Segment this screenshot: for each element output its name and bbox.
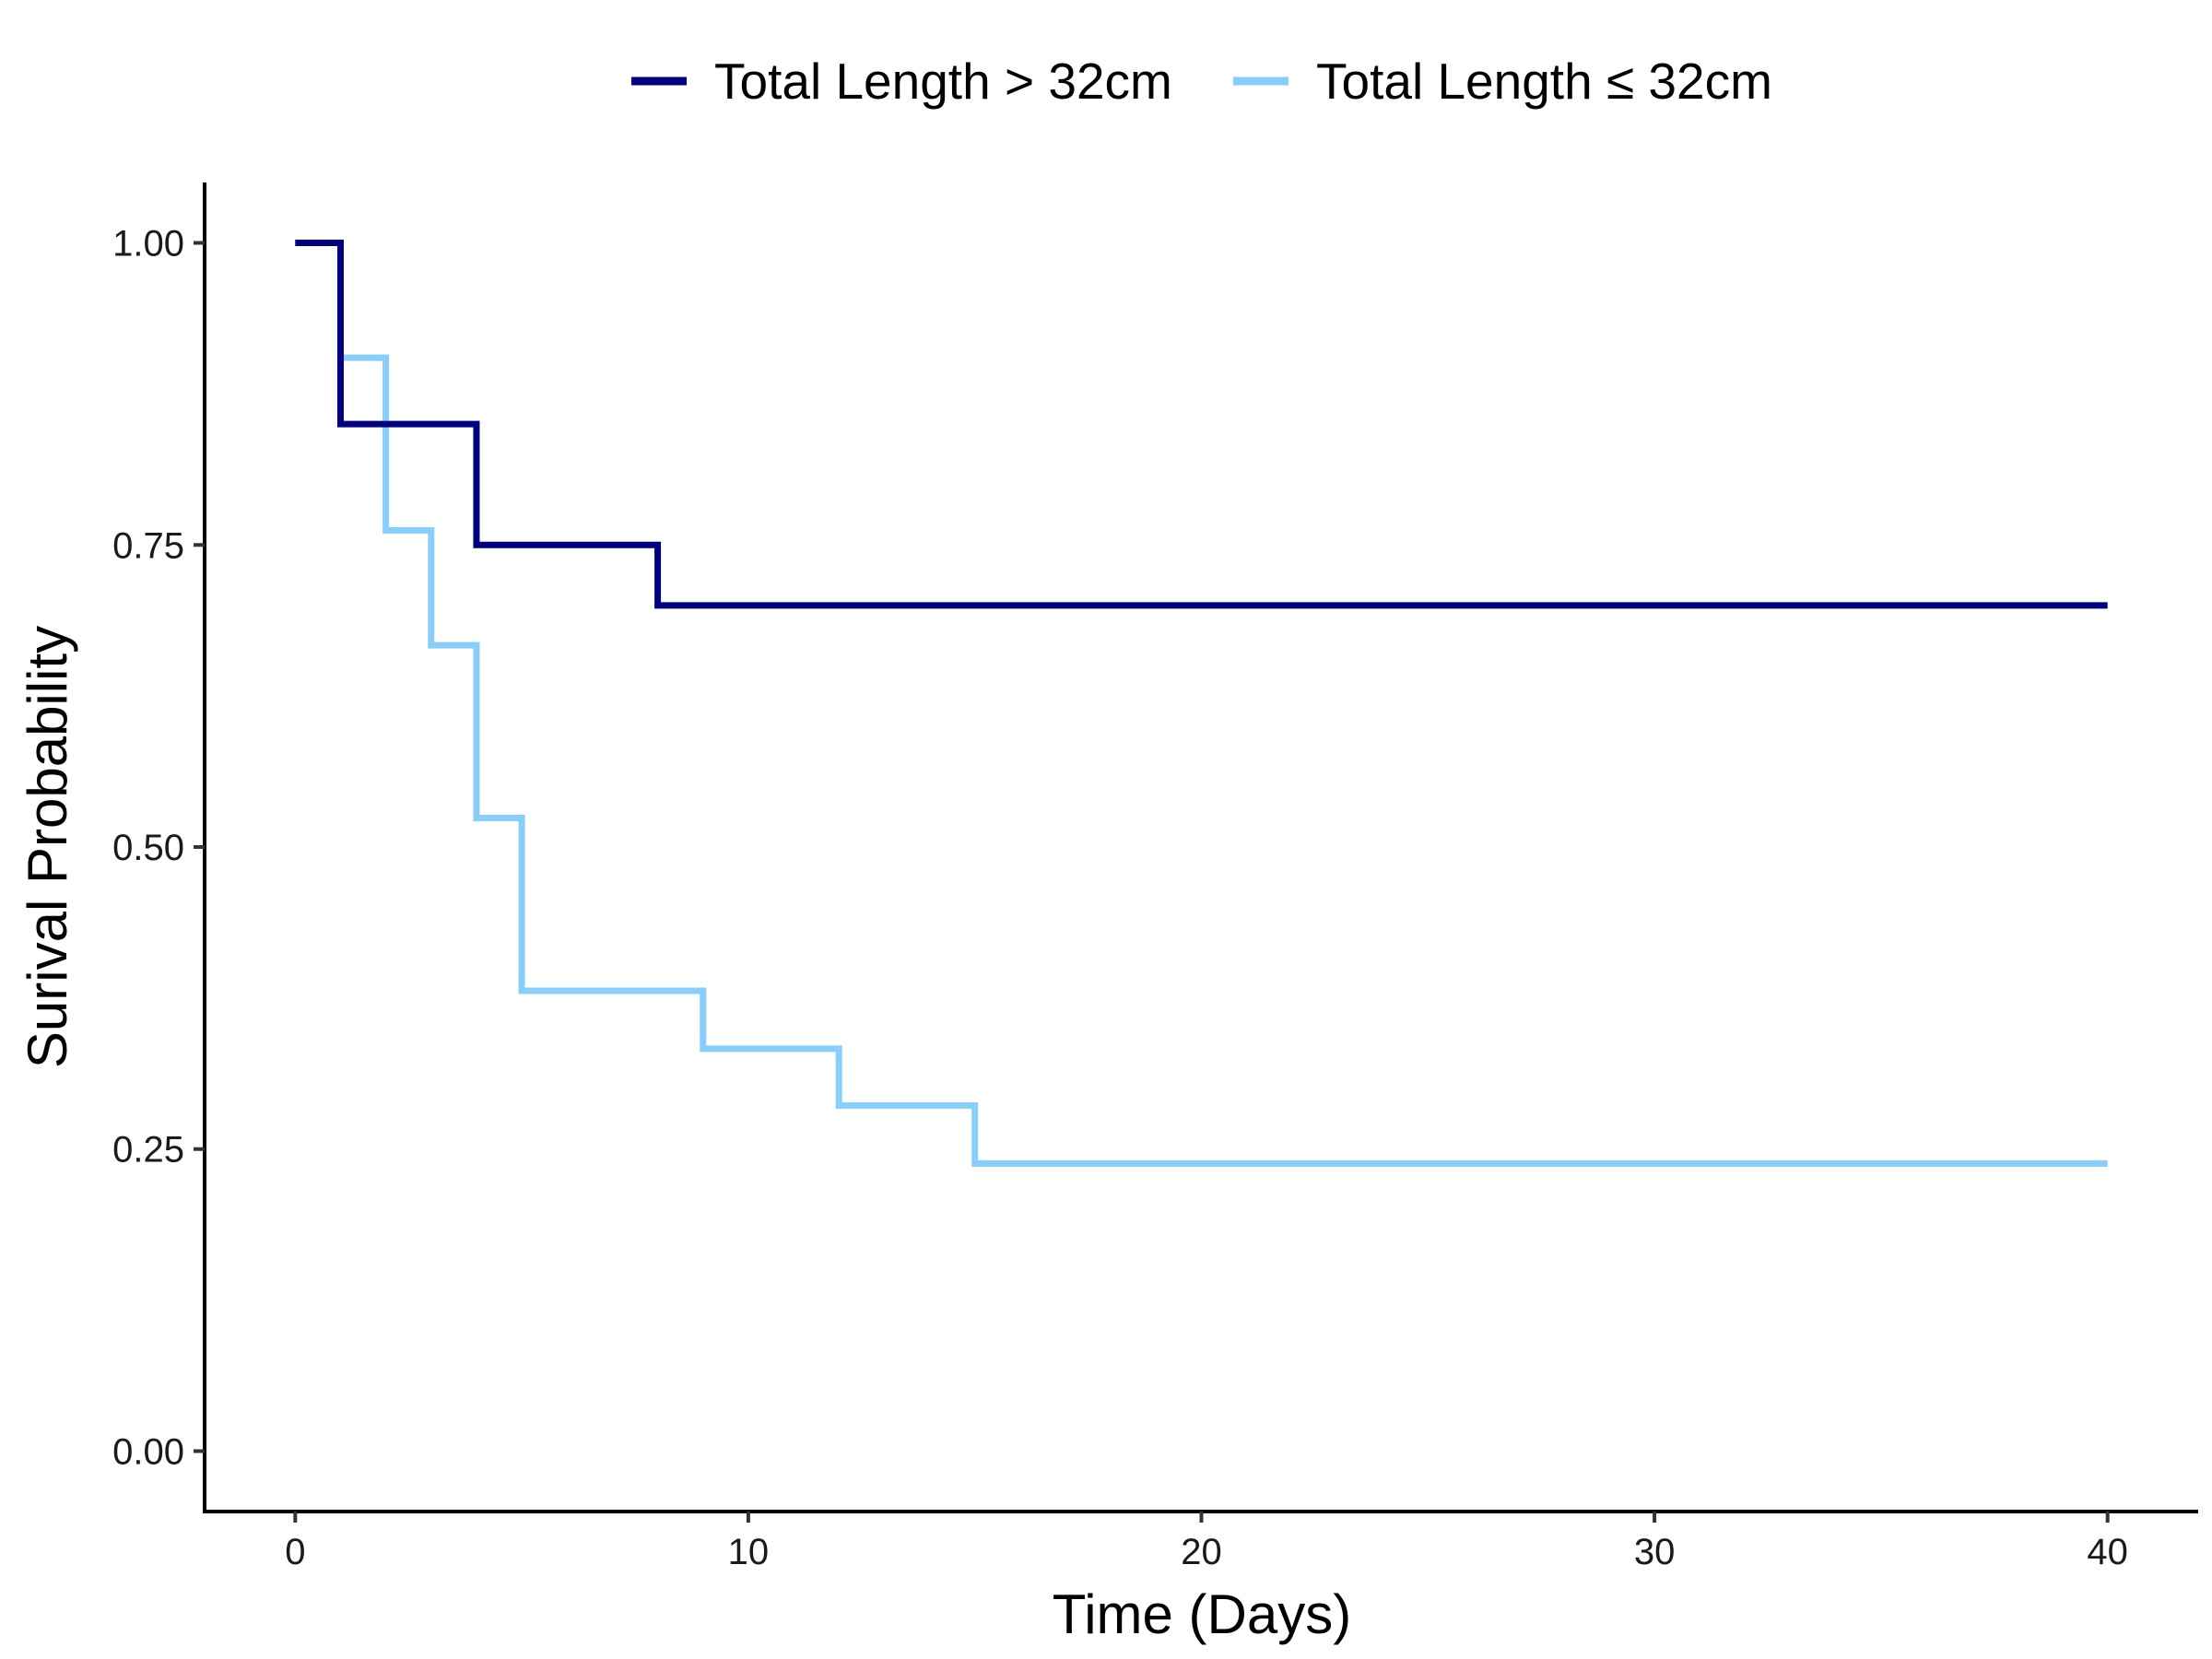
y-tick-label: 0.00	[112, 1431, 184, 1472]
y-tick-label: 1.00	[112, 224, 184, 265]
legend-label-series-1: Total Length > 32cm	[714, 53, 1172, 110]
x-tick-label: 40	[2087, 1532, 2128, 1572]
y-tick-label: 0.75	[112, 525, 184, 566]
y-tick-label: 0.50	[112, 828, 184, 868]
x-axis-title: Time (Days)	[1053, 1583, 1351, 1645]
y-axis-title: Surival Probability	[17, 626, 78, 1068]
x-tick-label: 10	[728, 1532, 770, 1572]
x-tick-label: 20	[1181, 1532, 1222, 1572]
x-tick-label: 30	[1634, 1532, 1676, 1572]
y-tick-label: 0.25	[112, 1130, 184, 1171]
legend-label-series-2: Total Length ≤ 32cm	[1316, 53, 1772, 110]
x-tick-label: 0	[285, 1532, 305, 1572]
